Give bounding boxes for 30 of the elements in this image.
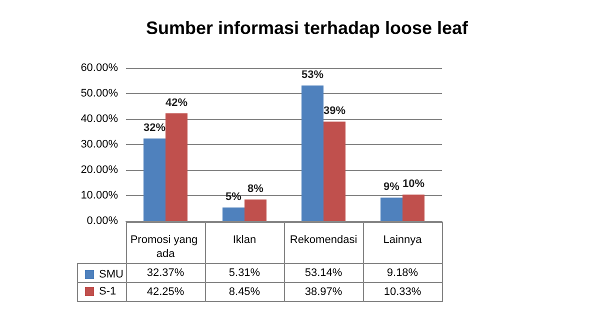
x-tick-label: Lainnya xyxy=(383,234,423,246)
data-label: 42% xyxy=(165,96,188,109)
legend-label: S-1 xyxy=(99,286,116,298)
text: 5.31% xyxy=(205,264,284,282)
y-tick-label: 60.00% xyxy=(80,62,118,74)
x-tick-label: Promosi yang ada xyxy=(130,234,201,260)
x-tick-label: Rekomendasi xyxy=(290,234,358,246)
data-label: 53% xyxy=(301,68,324,81)
data-label: 8% xyxy=(248,182,264,195)
data-label: 32% xyxy=(143,122,166,134)
text: 10.33% xyxy=(363,282,442,302)
y-tick-label: 30.00% xyxy=(80,138,118,150)
text: 38.97% xyxy=(284,282,363,302)
text: 53.14% xyxy=(284,264,363,282)
legend-label: SMU xyxy=(99,268,124,280)
data-label: 9% xyxy=(384,181,400,194)
data-label: 5% xyxy=(226,190,242,203)
text: 8.45% xyxy=(205,282,284,302)
text: 9.18% xyxy=(363,264,442,282)
y-tick-label: 40.00% xyxy=(80,113,118,125)
text: 42.25% xyxy=(126,282,205,302)
y-tick-label: 0.00% xyxy=(86,215,118,227)
chart-title: Sumber informasi terhadap loose leaf xyxy=(146,18,470,38)
data-label: 10% xyxy=(402,178,425,190)
data-label: 39% xyxy=(323,105,346,118)
x-tick-label: Iklan xyxy=(232,234,256,246)
y-tick-label: 20.00% xyxy=(80,164,118,176)
y-tick-label: 10.00% xyxy=(80,190,118,202)
y-tick-label: 50.00% xyxy=(80,88,118,100)
text: 32.37% xyxy=(126,264,205,282)
